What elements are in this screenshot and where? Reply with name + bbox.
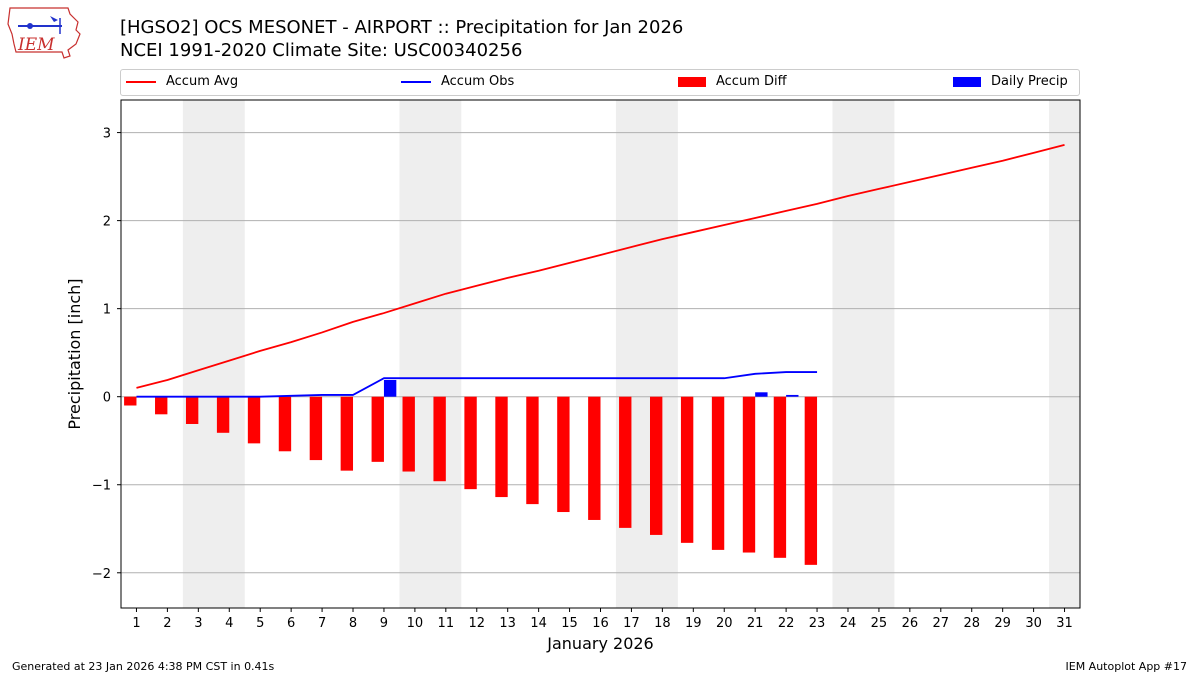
x-tick-label-26: 26 (902, 616, 919, 631)
x-tick-label-6: 6 (287, 616, 295, 631)
legend-item-daily-precip: Daily Precip (953, 74, 1068, 91)
y-axis-label: Precipitation [inch] (65, 278, 84, 429)
legend-swatch-daily-precip (953, 76, 981, 87)
weekend-span-0 (182, 100, 245, 608)
y-tick-label-1: 1 (103, 303, 111, 318)
x-tick-label-18: 18 (654, 616, 671, 631)
legend-item-accum-avg: Accum Avg (126, 74, 238, 91)
x-tick-label-5: 5 (256, 616, 264, 631)
x-tick-label-9: 9 (380, 616, 388, 631)
x-tick-label-1: 1 (132, 616, 140, 631)
diff-bar-day-13 (495, 396, 508, 498)
diff-bar-day-7 (309, 396, 323, 461)
diff-bar-day-20 (711, 396, 725, 550)
generated-timestamp: Generated at 23 Jan 2026 4:38 PM CST in … (12, 660, 275, 673)
legend-label-accum-diff: Accum Diff (716, 74, 787, 89)
diff-bar-day-19 (680, 396, 694, 543)
app-credit: IEM Autoplot App #17 (1065, 660, 1188, 673)
x-tick-label-19: 19 (685, 616, 702, 631)
x-tick-label-22: 22 (778, 616, 795, 631)
daily-bar-day-22 (786, 394, 799, 397)
diff-bar-day-14 (526, 396, 539, 505)
accum-avg-line (136, 144, 1065, 389)
x-tick-label-10: 10 (407, 616, 424, 631)
accum-obs-line (136, 371, 818, 398)
x-tick-label-23: 23 (809, 616, 826, 631)
diff-bar-day-17 (619, 396, 632, 528)
diff-bar-day-4 (216, 396, 230, 433)
diff-bar-day-8 (340, 396, 354, 471)
x-tick-label-7: 7 (318, 616, 326, 631)
diff-bar-day-5 (247, 396, 261, 444)
iem-logo: IEM (6, 4, 82, 60)
logo-text: IEM (17, 35, 55, 55)
axes: 1 2 3 4 5 6 7 8 9 10 11 12 13 14 15 16 17 18 19 20 21 22 23 24 2… (92, 127, 1073, 631)
diff-bar-day-11 (433, 396, 446, 482)
x-tick-label-12: 12 (468, 616, 485, 631)
x-tick-label-17: 17 (623, 616, 640, 631)
y-tick-label-3: 3 (103, 127, 111, 142)
x-tick-label-27: 27 (933, 616, 950, 631)
x-tick-label-24: 24 (840, 616, 857, 631)
diff-bar-day-6 (278, 396, 292, 452)
diff-bar-day-1 (124, 396, 137, 406)
iowa-map-icon: IEM (7, 7, 81, 59)
diff-bar-day-15 (557, 396, 570, 513)
legend: Accum Avg Accum Obs Accum Diff Daily Pre… (120, 69, 1080, 96)
diff-bar-day-23 (804, 396, 818, 565)
diff-bar-day-16 (588, 396, 601, 520)
x-tick-label-4: 4 (225, 616, 233, 631)
x-tick-label-30: 30 (1025, 616, 1042, 631)
weekend-shading (182, 100, 1080, 608)
chart-title: [HGSO2] OCS MESONET - AIRPORT :: Precipi… (120, 17, 684, 38)
x-tick-label-28: 28 (963, 616, 980, 631)
legend-swatch-accum-obs (401, 80, 431, 83)
diff-bar-day-3 (185, 396, 199, 424)
x-tick-label-21: 21 (747, 616, 764, 631)
legend-label-accum-obs: Accum Obs (441, 74, 515, 89)
x-tick-label-14: 14 (530, 616, 547, 631)
weekend-span-2 (615, 100, 678, 608)
daily-bar-day-21 (755, 392, 768, 397)
x-tick-label-31: 31 (1056, 616, 1073, 631)
x-tick-label-29: 29 (994, 616, 1011, 631)
weekend-span-4 (1049, 100, 1080, 608)
x-tick-label-25: 25 (871, 616, 888, 631)
weekend-span-1 (399, 100, 462, 608)
legend-swatch-accum-diff (678, 76, 706, 87)
weekend-span-3 (832, 100, 895, 608)
diff-bar-day-22 (773, 396, 787, 558)
y-tick-label-0: 0 (103, 391, 111, 406)
chart-subtitle: NCEI 1991-2020 Climate Site: USC00340256 (120, 40, 523, 61)
x-tick-label-8: 8 (349, 616, 357, 631)
diff-bar-day-12 (464, 396, 477, 490)
diff-bar-day-2 (155, 396, 168, 415)
legend-label-daily-precip: Daily Precip (991, 74, 1068, 89)
x-tick-label-15: 15 (561, 616, 578, 631)
x-tick-label-13: 13 (499, 616, 516, 631)
legend-item-accum-diff: Accum Diff (678, 74, 787, 91)
daily-bar-day-9 (383, 379, 397, 397)
legend-item-accum-obs: Accum Obs (401, 74, 514, 91)
y-tick-label--2: −2 (92, 567, 111, 582)
diff-bar-day-9 (371, 396, 384, 462)
diff-bar-day-21 (742, 396, 756, 553)
x-axis-label: January 2026 (546, 634, 653, 653)
x-tick-label-2: 2 (163, 616, 171, 631)
lines (136, 144, 1065, 398)
bars (124, 379, 818, 565)
legend-label-accum-avg: Accum Avg (166, 74, 239, 89)
diff-bar-day-10 (402, 396, 415, 472)
legend-swatch-accum-avg (126, 80, 156, 83)
diff-bar-day-18 (649, 396, 663, 535)
x-tick-label-16: 16 (592, 616, 609, 631)
x-tick-label-3: 3 (194, 616, 202, 631)
y-tick-label--1: −1 (92, 479, 111, 494)
x-tick-label-11: 11 (438, 616, 455, 631)
y-tick-label-2: 2 (103, 215, 111, 230)
x-tick-label-20: 20 (716, 616, 733, 631)
